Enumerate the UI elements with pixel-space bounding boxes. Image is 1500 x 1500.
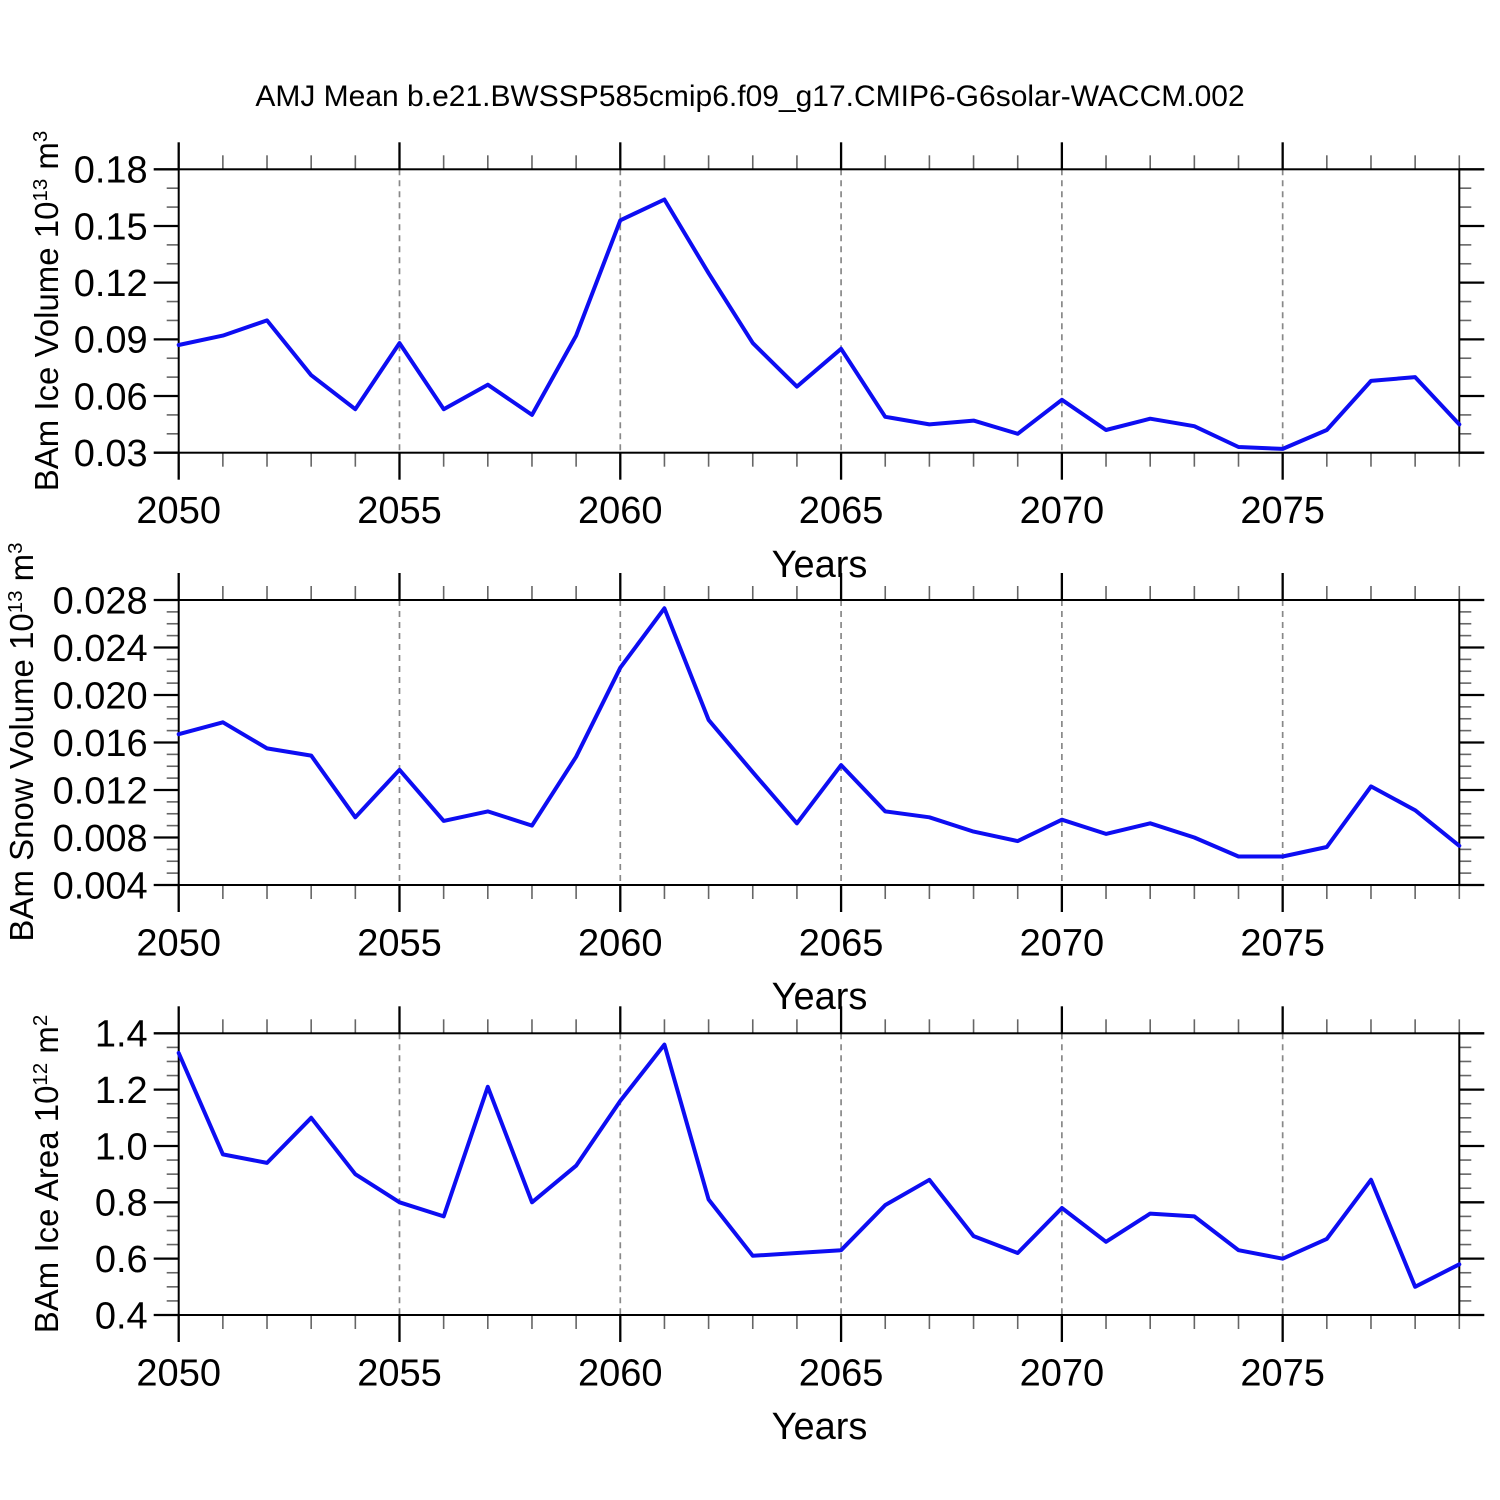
x-tick-label: 2065 <box>799 922 884 964</box>
y-tick-label: 0.03 <box>74 433 148 475</box>
y-tick-labels: 0.4 0.6 0.8 1.0 1.2 1.4 <box>95 1014 148 1338</box>
y-tick-label: 0.6 <box>95 1239 148 1281</box>
x-minor-ticks <box>222 586 1461 899</box>
x-tick-labels: 2050 2055 2060 2065 2070 2075 <box>136 922 1325 964</box>
y-axis-label-unit: m <box>28 1026 65 1063</box>
x-axis-label-years-middle: Years <box>771 976 868 1018</box>
y-axis-label-snow-volume: BAm Snow Volume 1013 m3 <box>3 542 41 941</box>
y-axis-label-unit: m <box>3 553 40 591</box>
x-tick-label: 2055 <box>357 1352 442 1394</box>
y-tick-label: 0.06 <box>74 376 148 418</box>
y-tick-label: 1.4 <box>95 1014 148 1056</box>
gridlines <box>398 600 1284 885</box>
x-axis-label-years-bottom: Years <box>771 1406 868 1448</box>
x-tick-label: 2050 <box>136 1352 221 1394</box>
y-tick-labels: 0.03 0.06 0.09 0.12 0.15 0.18 <box>74 150 148 475</box>
x-tick-label: 2065 <box>799 490 884 532</box>
x-major-ticks <box>177 1006 1284 1342</box>
y-tick-label: 1.2 <box>95 1070 148 1112</box>
x-tick-label: 2070 <box>1020 922 1105 964</box>
y-axis-label-unit-exponent: 3 <box>3 542 27 554</box>
y-tick-label: 1.0 <box>95 1126 148 1168</box>
y-tick-label: 0.4 <box>95 1295 148 1337</box>
y-tick-label: 0.18 <box>74 150 148 192</box>
x-tick-label: 2075 <box>1240 490 1325 532</box>
y-tick-label: 0.012 <box>53 770 148 812</box>
y-axis-label-exponent: 13 <box>3 590 27 614</box>
y-axis-label-text: BAm Ice Volume 10 <box>28 201 65 492</box>
y-axis-label-exponent: 12 <box>28 1062 52 1086</box>
y-major-ticks <box>153 598 1485 887</box>
x-tick-label: 2050 <box>136 490 221 532</box>
plot-frame <box>177 168 1461 454</box>
y-tick-label: 0.004 <box>53 865 148 907</box>
plot-frame <box>177 1032 1461 1317</box>
x-tick-label: 2055 <box>357 490 442 532</box>
y-tick-labels: 0.004 0.008 0.012 0.016 0.020 0.024 0.028 <box>53 580 148 907</box>
x-tick-labels: 2050 2055 2060 2065 2070 2075 <box>136 1352 1325 1394</box>
y-tick-label: 0.8 <box>95 1183 148 1225</box>
x-tick-label: 2075 <box>1240 1352 1325 1394</box>
x-tick-label: 2060 <box>578 1352 663 1394</box>
ice-volume-line <box>176 197 1462 451</box>
gridlines <box>398 169 1284 453</box>
y-axis-label-unit-exponent: 2 <box>28 1014 52 1027</box>
x-tick-label: 2060 <box>578 490 663 532</box>
y-axis-label-ice-area: BAm Ice Area 1012 m2 <box>28 1015 66 1333</box>
snow-volume-line <box>176 606 1462 859</box>
y-tick-label: 0.024 <box>53 628 148 670</box>
gridlines <box>398 1033 1284 1315</box>
chart-ice-volume: 0.03 0.06 0.09 0.12 0.15 0.18 2050 2055 2060 2065… <box>74 142 1485 532</box>
plot-frame <box>177 599 1461 886</box>
x-tick-label: 2060 <box>578 922 663 964</box>
y-axis-label-text: BAm Ice Area 10 <box>28 1085 65 1334</box>
y-tick-label: 0.016 <box>53 723 148 765</box>
plot-title: AMJ Mean b.e21.BWSSP585cmip6.f09_g17.CMI… <box>255 80 1245 113</box>
x-major-ticks <box>177 142 1284 480</box>
y-tick-label: 0.028 <box>53 580 148 622</box>
y-major-ticks <box>153 168 1485 454</box>
x-tick-label: 2065 <box>799 1352 884 1394</box>
x-tick-labels: 2050 2055 2060 2065 2070 2075 <box>136 490 1325 532</box>
x-major-ticks <box>177 573 1284 912</box>
x-tick-label: 2055 <box>357 922 442 964</box>
y-tick-label: 0.008 <box>53 818 148 860</box>
y-tick-label: 0.020 <box>53 675 148 717</box>
x-minor-ticks <box>222 1019 1461 1329</box>
x-tick-label: 2070 <box>1020 1352 1105 1394</box>
x-tick-label: 2075 <box>1240 922 1325 964</box>
y-axis-label-exponent: 13 <box>28 178 52 202</box>
y-tick-label: 0.12 <box>74 263 148 305</box>
x-tick-label: 2070 <box>1020 490 1105 532</box>
y-tick-label: 0.09 <box>74 320 148 362</box>
y-axis-label-text: BAm Snow Volume 10 <box>3 613 40 942</box>
x-axis-label-years-top: Years <box>771 544 868 586</box>
ice-area-line <box>176 1042 1462 1289</box>
y-minor-ticks <box>166 1046 1472 1302</box>
y-minor-ticks <box>166 611 1472 874</box>
y-axis-label-unit: m <box>28 142 65 179</box>
x-minor-ticks <box>222 155 1461 467</box>
y-axis-label-unit-exponent: 3 <box>28 130 52 143</box>
y-axis-label-ice-volume: BAm Ice Volume 1013 m3 <box>28 131 66 492</box>
y-tick-label: 0.15 <box>74 206 148 248</box>
x-tick-label: 2050 <box>136 922 221 964</box>
y-major-ticks <box>153 1032 1485 1317</box>
y-minor-ticks <box>166 187 1472 435</box>
